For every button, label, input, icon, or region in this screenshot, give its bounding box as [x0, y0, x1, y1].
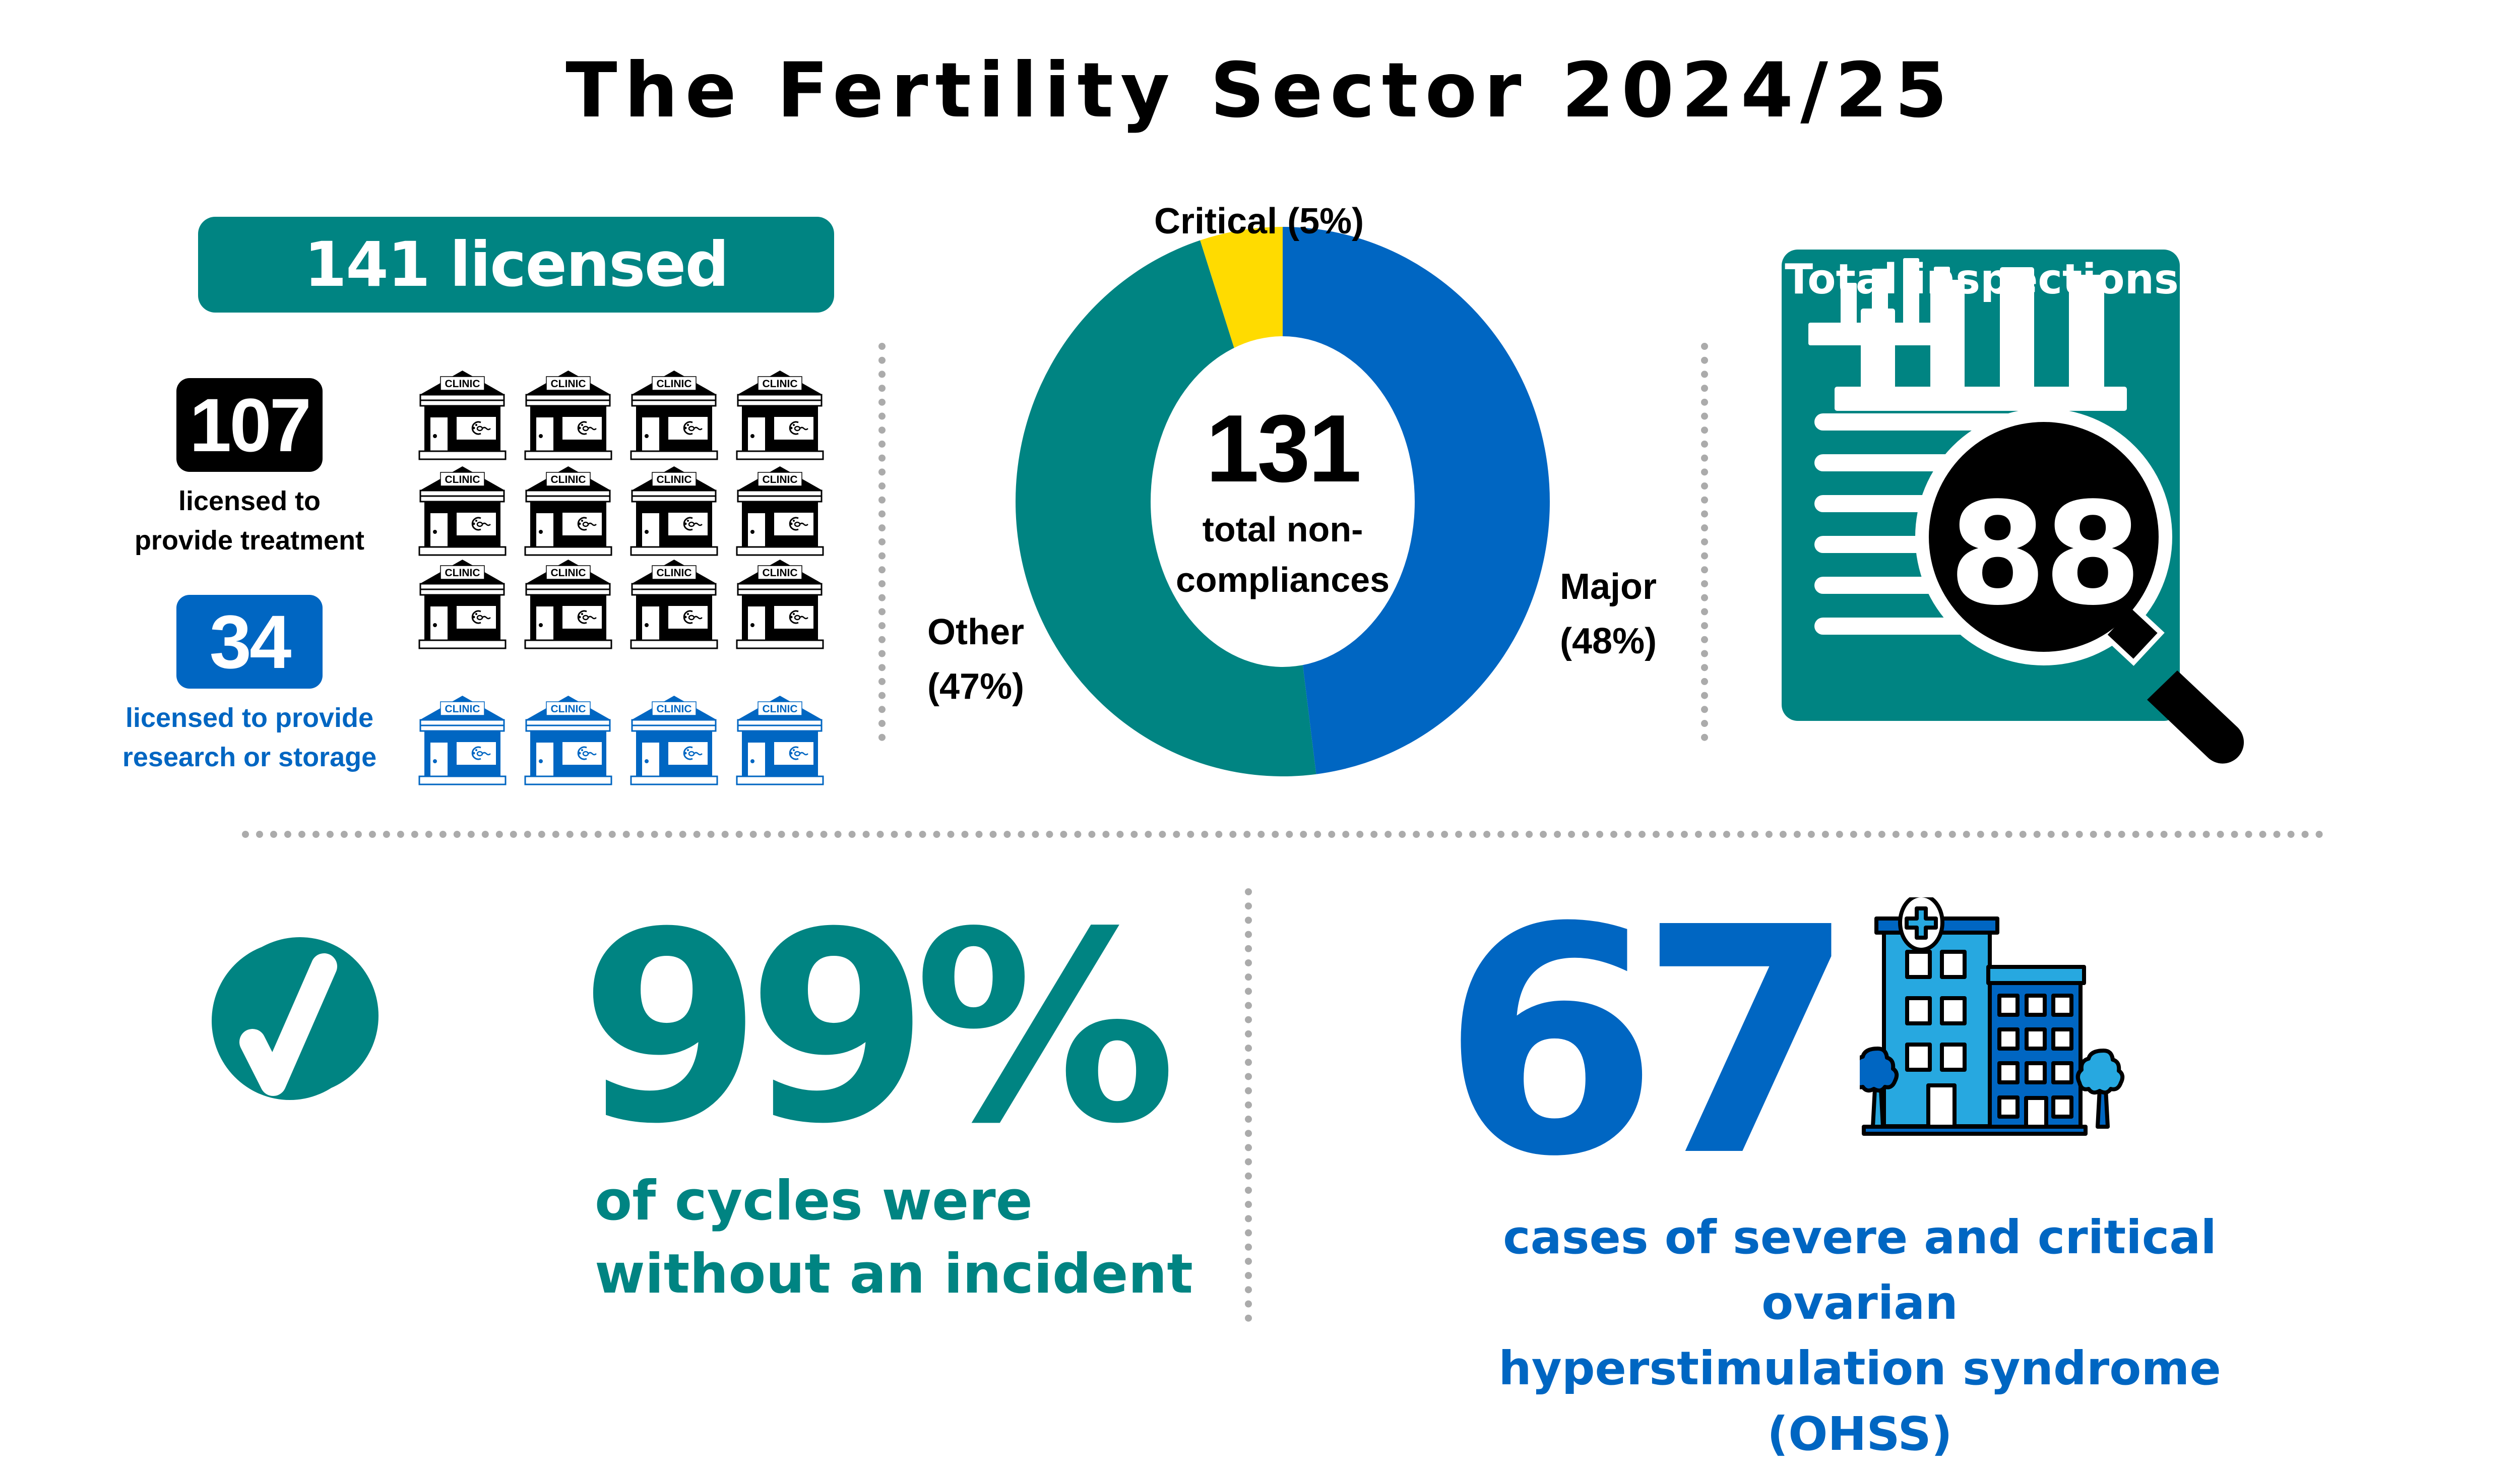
svg-text:CLINIC: CLINIC: [445, 567, 480, 579]
cycles-label-line1: of cycles were: [595, 1170, 1033, 1233]
separator-vertical-bottom: [1245, 888, 1252, 1322]
svg-text:CLINIC: CLINIC: [551, 703, 586, 715]
svg-text:CLINIC: CLINIC: [763, 378, 798, 390]
clinic-icon-treatment: CLINIC: [524, 560, 612, 649]
treatment-label-line2: provide treatment: [134, 525, 365, 556]
treatment-clinics-label: licensed to provide treatment: [101, 481, 398, 560]
cycles-percent: 99%: [580, 876, 1177, 1181]
svg-text:CLINIC: CLINIC: [657, 567, 692, 579]
clinic-icon-treatment: CLINIC: [736, 371, 824, 460]
checkmark-icon: [212, 942, 368, 1100]
clinic-icon-research: CLINIC: [630, 696, 718, 785]
legend-major: Major (48%): [1560, 560, 1657, 668]
treatment-label-line1: licensed to: [178, 486, 321, 516]
ohss-label-line1: cases of severe and critical ovarian: [1503, 1210, 2217, 1330]
svg-text:CLINIC: CLINIC: [551, 474, 586, 485]
clinic-icon-treatment: CLINIC: [630, 560, 718, 649]
separator-vertical-right: [1701, 343, 1708, 741]
clinic-icon-research: CLINIC: [418, 696, 507, 785]
svg-text:CLINIC: CLINIC: [657, 474, 692, 485]
svg-text:CLINIC: CLINIC: [763, 567, 798, 579]
non-compliance-donut-chart: [1016, 227, 1550, 776]
ohss-label-line2: hyperstimulation syndrome (OHSS): [1498, 1341, 2221, 1461]
svg-text:CLINIC: CLINIC: [551, 567, 586, 579]
ohss-label: cases of severe and critical ovarian hyp…: [1411, 1205, 2308, 1467]
svg-text:CLINIC: CLINIC: [763, 474, 798, 485]
clinic-icon-treatment: CLINIC: [524, 371, 612, 460]
clinic-icon-research: CLINIC: [524, 696, 612, 785]
cycles-label: of cycles were without an incident: [595, 1165, 1193, 1311]
total-label-line2: compliances: [1175, 560, 1390, 599]
svg-text:CLINIC: CLINIC: [657, 703, 692, 715]
hospital-building-icon: [1860, 897, 2125, 1136]
separator-vertical-left: [878, 343, 886, 741]
research-storage-clinics-count: 34: [176, 595, 323, 689]
treatment-clinics-count: 107: [176, 378, 323, 472]
donut-hole: [1151, 336, 1415, 667]
other-label-line1: Other: [927, 612, 1025, 652]
clinic-icon-treatment: CLINIC: [736, 466, 824, 556]
cycles-label-line2: without an incident: [595, 1243, 1193, 1306]
clinic-icon-treatment: CLINIC: [524, 466, 612, 556]
svg-text:CLINIC: CLINIC: [763, 703, 798, 715]
clinic-icon-treatment: CLINIC: [418, 560, 507, 649]
licensed-clinics-badge: 141 licensed clinics: [198, 217, 834, 396]
clinic-icon-treatment: CLINIC: [418, 371, 507, 460]
svg-text:CLINIC: CLINIC: [445, 474, 480, 485]
research-label-line1: licensed to provide: [125, 703, 374, 733]
inspections-count: 88: [1948, 472, 2142, 637]
non-compliance-total: 131: [1206, 395, 1361, 502]
clinic-icon-treatment: CLINIC: [630, 466, 718, 556]
legend-critical: Critical (5%): [1154, 201, 1364, 241]
separator-horizontal: [242, 831, 2323, 838]
svg-text:CLINIC: CLINIC: [551, 378, 586, 390]
clinic-icon-treatment: CLINIC: [630, 371, 718, 460]
major-label-line2: (48%): [1560, 621, 1657, 661]
major-label-line1: Major: [1560, 567, 1657, 607]
research-storage-clinics-label: licensed to provide research or storage: [101, 698, 398, 777]
total-label-line1: total non-: [1202, 510, 1363, 549]
svg-text:CLINIC: CLINIC: [657, 378, 692, 390]
clinic-icon-treatment: CLINIC: [736, 560, 824, 649]
non-compliance-total-label: total non- compliances: [1149, 504, 1416, 605]
svg-text:CLINIC: CLINIC: [445, 703, 480, 715]
clinic-icon-research: CLINIC: [736, 696, 824, 785]
research-label-line2: research or storage: [122, 742, 377, 772]
clinic-icon-treatment: CLINIC: [418, 466, 507, 556]
other-label-line2: (47%): [927, 666, 1025, 707]
legend-other: Other (47%): [927, 605, 1024, 714]
inspection-document-icon: [1782, 250, 2244, 764]
page-title: The Fertility Sector 2024/25: [565, 47, 1955, 135]
svg-text:CLINIC: CLINIC: [445, 378, 480, 390]
ohss-count: 67: [1441, 862, 1856, 1225]
inspections-title: Total inspections: [1785, 256, 2179, 303]
